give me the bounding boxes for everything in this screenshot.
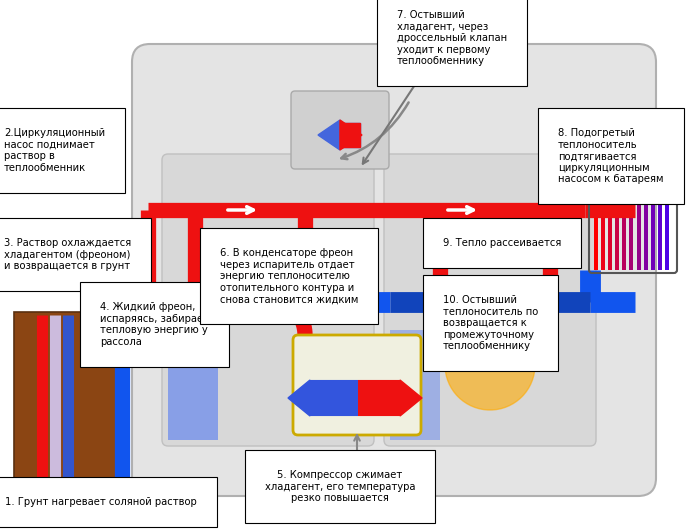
Polygon shape [318, 120, 340, 150]
Text: 3. Раствор охлаждается
хладагентом (фреоном)
и возвращается в грунт: 3. Раствор охлаждается хладагентом (фрео… [4, 238, 131, 271]
Text: 5. Компрессор сжимает
хладагент, его температура
резко повышается: 5. Компрессор сжимает хладагент, его тем… [265, 470, 415, 503]
Polygon shape [340, 123, 360, 147]
Polygon shape [340, 120, 362, 150]
Bar [14, 312, 122, 490]
Bar [168, 300, 218, 440]
Bar [390, 330, 440, 440]
FancyBboxPatch shape [291, 91, 389, 169]
Bar [608, 164, 612, 270]
Text: 4. Жидкий фреон,
испаряясь, забирает
тепловую энергию у
рассола: 4. Жидкий фреон, испаряясь, забирает теп… [100, 302, 209, 347]
Bar [658, 164, 662, 270]
FancyBboxPatch shape [162, 154, 374, 446]
Bar [637, 164, 640, 270]
Bar [8, 492, 128, 510]
FancyBboxPatch shape [384, 154, 596, 446]
FancyBboxPatch shape [132, 44, 656, 496]
Polygon shape [340, 123, 360, 147]
Bar [601, 164, 605, 270]
Bar [594, 164, 598, 270]
Bar [629, 164, 633, 270]
Polygon shape [288, 380, 310, 416]
Bar [651, 164, 655, 270]
Bar [644, 164, 648, 270]
Text: 10. Остывший
теплоноситель по
возвращается к
промежуточному
теплообменнику: 10. Остывший теплоноситель по возвращает… [443, 295, 538, 352]
Text: 2.Циркуляционный
насос поднимает
раствор в
теплообменник: 2.Циркуляционный насос поднимает раствор… [4, 128, 105, 173]
Bar [665, 164, 669, 270]
Ellipse shape [445, 320, 535, 410]
Text: 8. Подогретый
теплоноситель
подтягивается
циркуляционным
насосом к батареям: 8. Подогретый теплоноситель подтягиваетс… [558, 128, 664, 185]
Text: 9. Тепло рассеивается: 9. Тепло рассеивается [443, 238, 562, 248]
Text: 6. В конденсаторе фреон
через испаритель отдает
энергию теплоносителю
отопительн: 6. В конденсаторе фреон через испаритель… [220, 248, 358, 304]
Bar [622, 164, 627, 270]
Polygon shape [400, 380, 422, 416]
Text: 1. Грунт нагревает соляной раствор: 1. Грунт нагревает соляной раствор [5, 497, 197, 507]
Text: 7. Остывший
хладагент, через
дроссельный клапан
уходит к первому
теплообменнику: 7. Остывший хладагент, через дроссельный… [397, 10, 507, 66]
FancyBboxPatch shape [293, 335, 421, 435]
Bar [615, 164, 619, 270]
